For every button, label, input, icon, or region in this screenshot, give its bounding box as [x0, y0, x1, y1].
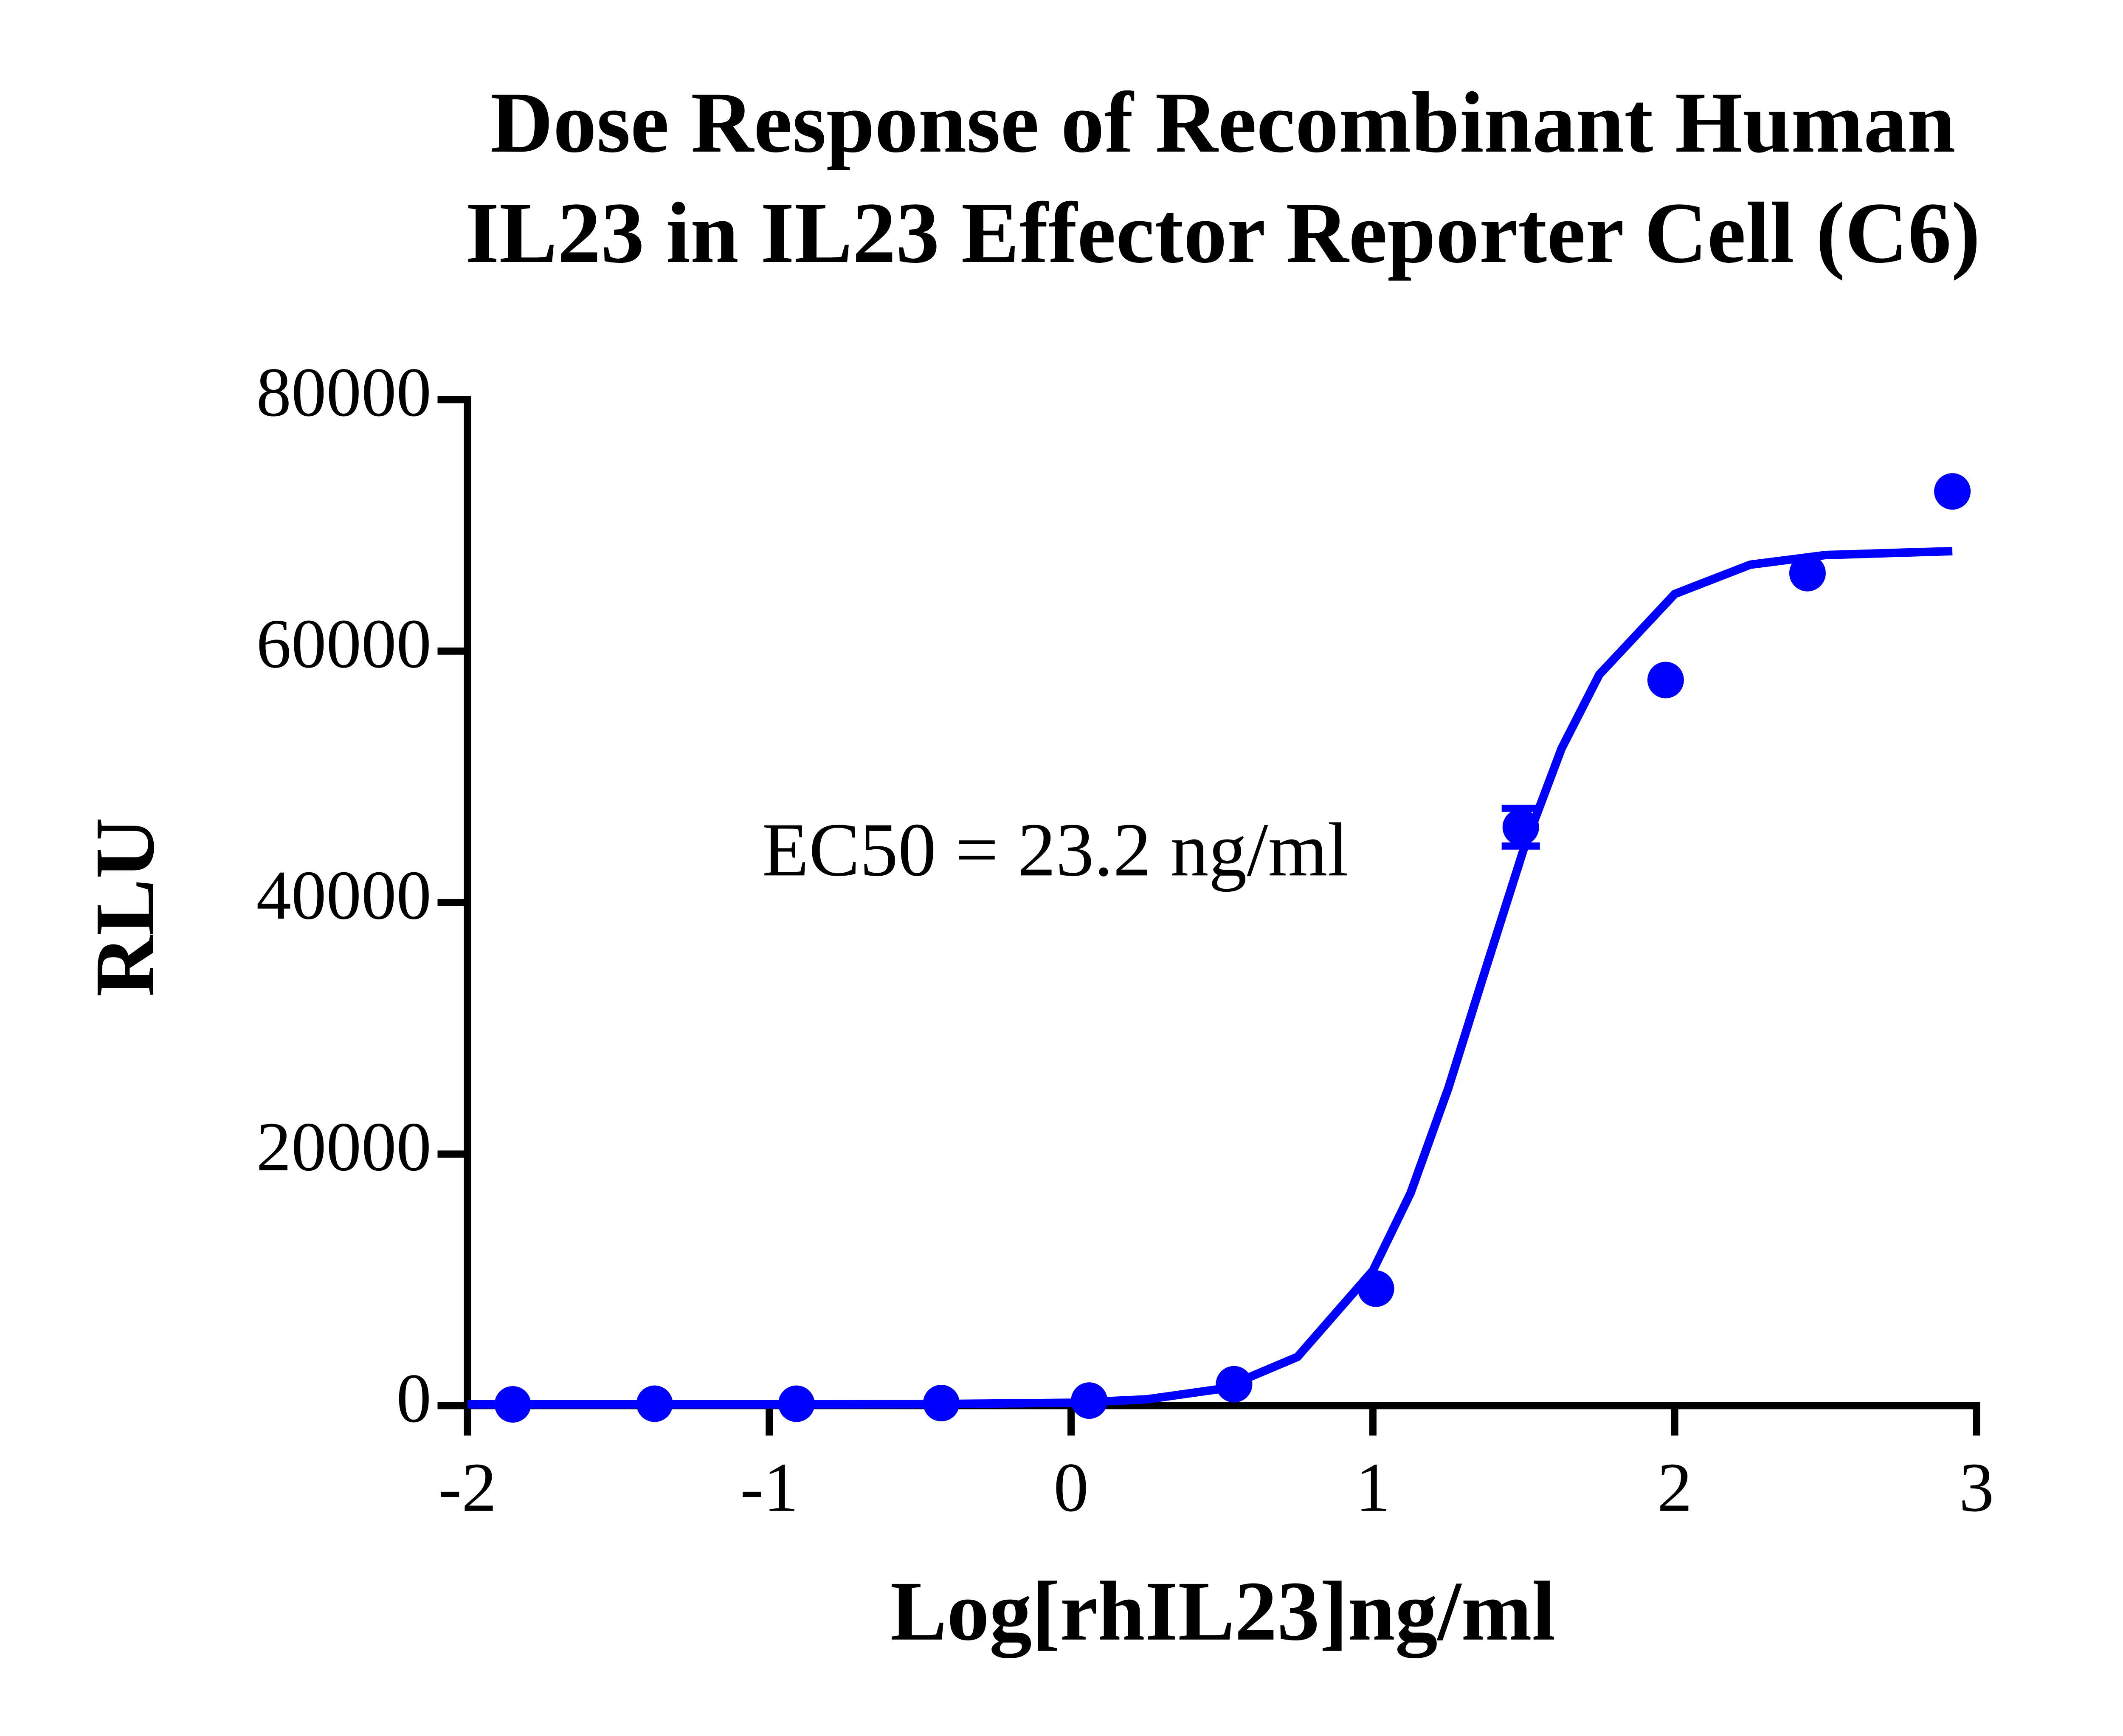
y-tick-label: 20000 — [256, 1108, 432, 1186]
data-point — [636, 1385, 673, 1422]
data-point — [1502, 809, 1539, 845]
chart-title: Dose Response of Recombinant Human — [490, 74, 1956, 171]
y-axis-label: RLU — [78, 817, 172, 997]
y-tick-label: 80000 — [256, 353, 432, 431]
data-point — [1071, 1382, 1108, 1419]
x-axis-label: Log[rhIL23]ng/ml — [890, 1564, 1556, 1658]
x-tick-label: 1 — [1355, 1449, 1391, 1526]
y-tick-label: 40000 — [256, 856, 432, 934]
data-point — [1357, 1270, 1394, 1307]
y-tick-label: 60000 — [256, 605, 432, 682]
data-point — [1216, 1366, 1253, 1403]
data-point — [1789, 555, 1826, 592]
data-point — [778, 1385, 815, 1422]
fit-curve — [467, 547, 1953, 1409]
x-tick-label: -2 — [438, 1449, 496, 1526]
annotation: EC50 = 23.2 ng/ml — [762, 807, 1349, 892]
x-tick-label: 3 — [1959, 1449, 1994, 1526]
data-point — [494, 1386, 531, 1423]
data-point — [1647, 662, 1684, 699]
x-tick-label: -1 — [740, 1449, 798, 1526]
data-point — [1934, 473, 1971, 510]
y-tick-label: 0 — [397, 1359, 432, 1437]
x-tick-label: 0 — [1053, 1449, 1089, 1526]
data-point — [923, 1385, 960, 1422]
chart-title: IL23 in IL23 Effector Reporter Cell (C6) — [465, 185, 1980, 281]
x-tick-label: 2 — [1657, 1449, 1692, 1526]
